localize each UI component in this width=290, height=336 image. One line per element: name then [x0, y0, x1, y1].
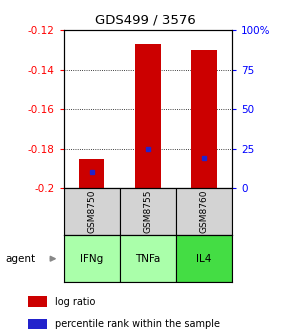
Bar: [120, 235, 176, 282]
Bar: [28, 319, 47, 329]
Bar: [28, 296, 47, 307]
Text: GSM8755: GSM8755: [143, 190, 153, 234]
Bar: [79, 159, 104, 188]
Text: TNFa: TNFa: [135, 254, 161, 264]
Text: IFNg: IFNg: [80, 254, 104, 264]
Text: log ratio: log ratio: [55, 297, 95, 307]
Text: GDS499 / 3576: GDS499 / 3576: [95, 13, 195, 27]
Bar: [191, 50, 217, 188]
Bar: [135, 44, 160, 188]
Bar: [120, 188, 176, 235]
Text: GSM8760: GSM8760: [200, 190, 209, 234]
Text: percentile rank within the sample: percentile rank within the sample: [55, 319, 220, 329]
Text: GSM8750: GSM8750: [87, 190, 96, 234]
Text: agent: agent: [6, 254, 36, 264]
Bar: [64, 235, 120, 282]
Text: IL4: IL4: [196, 254, 212, 264]
Bar: [176, 188, 232, 235]
Bar: [64, 188, 120, 235]
Bar: [176, 235, 232, 282]
